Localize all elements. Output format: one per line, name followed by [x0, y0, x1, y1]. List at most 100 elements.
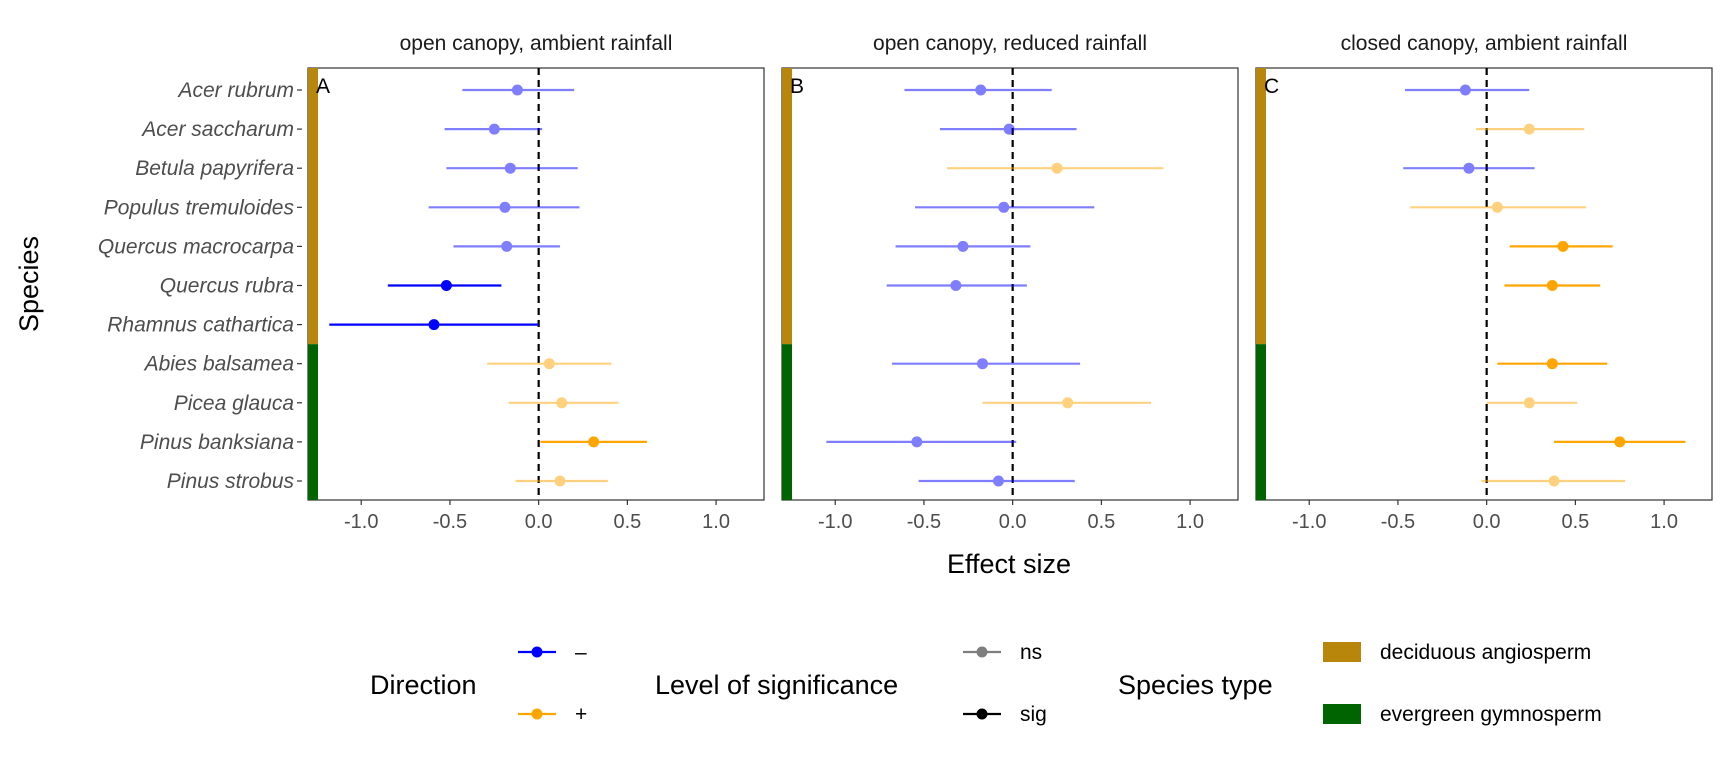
legend-key-swatch	[1323, 704, 1361, 724]
estimate-point	[499, 201, 511, 213]
estimate-point	[1546, 280, 1558, 291]
panel-letter: A	[316, 75, 330, 98]
effect-estimate	[1403, 162, 1535, 174]
effect-estimate	[444, 123, 543, 135]
y-axis-title: Species	[14, 236, 44, 332]
estimate-point	[1548, 475, 1560, 487]
panel-letter: B	[790, 75, 804, 98]
estimate-point	[588, 436, 600, 448]
x-tick-label: 0.5	[613, 511, 641, 533]
estimate-point	[976, 358, 988, 370]
x-tick-label: 0.5	[1561, 511, 1589, 533]
effect-estimate	[462, 84, 575, 96]
effect-estimate	[329, 319, 539, 331]
species-label-populus-tremuloides: Populus tremuloides	[104, 196, 295, 219]
legend-label: ns	[1020, 641, 1042, 664]
legend-key-point	[531, 646, 543, 658]
x-tick-label: 1.0	[702, 511, 730, 533]
effect-estimate	[515, 475, 608, 487]
species-label-rhamnus-cathartica: Rhamnus cathartica	[107, 314, 294, 337]
effect-estimate	[826, 436, 1017, 448]
legend-group-direction: Direction – +	[370, 641, 587, 726]
estimate-point	[950, 280, 962, 291]
estimate-point	[1491, 201, 1503, 213]
estimate-point	[428, 319, 440, 331]
estimate-point	[1051, 162, 1063, 174]
facet-title: open canopy, reduced rainfall	[873, 32, 1147, 55]
species-type-strip-evergreen	[308, 344, 318, 500]
legend-label: evergreen gymnosperm	[1380, 703, 1602, 726]
facet-title: closed canopy, ambient rainfall	[1341, 32, 1628, 55]
x-tick-label: 0.5	[1087, 511, 1115, 533]
x-tick-label: -0.5	[1381, 511, 1415, 533]
species-label-pinus-banksiana: Pinus banksiana	[140, 431, 294, 454]
estimate-point	[504, 162, 516, 174]
effect-estimate	[904, 84, 1052, 96]
legend-key-point	[531, 708, 543, 720]
estimate-point	[488, 123, 500, 135]
species-label-abies-balsamea: Abies balsamea	[143, 353, 294, 376]
estimate-point	[1003, 123, 1015, 135]
species-type-strip-deciduous	[782, 68, 792, 345]
effect-estimate	[892, 358, 1081, 370]
effect-estimate	[487, 358, 612, 370]
estimate-point	[511, 84, 523, 96]
facet-title: open canopy, ambient rainfall	[400, 32, 673, 55]
legend-key	[963, 646, 1001, 658]
effect-estimate	[947, 162, 1164, 174]
species-axis-labels: Acer rubrum Acer saccharum Betula papyrife…	[98, 79, 302, 493]
estimate-point	[440, 280, 452, 291]
legend-key-point	[976, 646, 988, 658]
panel-b: open canopy, reduced rainfall B -1.0 -0.5 0.…	[781, 32, 1239, 533]
effect-estimate	[895, 240, 1031, 252]
estimate-point	[501, 240, 513, 252]
legend-title: Species type	[1118, 670, 1273, 700]
x-tick-label: -0.5	[433, 511, 467, 533]
effect-estimate	[1554, 436, 1686, 448]
species-type-strip-deciduous	[1256, 68, 1266, 345]
estimate-point	[1523, 123, 1535, 135]
legend: Direction – + Level of significance ns sig Spe…	[370, 641, 1602, 726]
legend-key	[963, 708, 1001, 720]
effect-estimate	[428, 201, 580, 213]
estimate-point	[1062, 397, 1074, 409]
x-tick-label: 0.0	[999, 511, 1027, 533]
estimate-point	[1546, 358, 1558, 370]
legend-label: –	[575, 641, 587, 664]
legend-title: Level of significance	[655, 670, 898, 700]
effect-estimate	[982, 397, 1152, 409]
x-tick-label: 0.0	[525, 511, 553, 533]
panel-c: closed canopy, ambient rainfall C -1.0 -0.5…	[1255, 32, 1713, 533]
x-tick-label: 1.0	[1650, 511, 1678, 533]
species-label-quercus-macrocarpa: Quercus macrocarpa	[98, 235, 294, 258]
species-type-strip-deciduous	[308, 68, 318, 345]
estimate-point	[957, 240, 969, 252]
legend-label: sig	[1020, 703, 1047, 726]
estimate-point	[543, 358, 555, 370]
effect-estimate	[1405, 84, 1530, 96]
effect-estimate	[915, 201, 1095, 213]
effect-estimate	[886, 280, 1027, 291]
species-label-picea-glauca: Picea glauca	[174, 392, 294, 415]
legend-label: deciduous angiosperm	[1380, 641, 1591, 664]
estimate-point	[1459, 84, 1471, 96]
estimate-point	[1614, 436, 1626, 448]
species-label-acer-rubrum: Acer rubrum	[176, 79, 294, 102]
legend-group-species-type: Species type deciduous angiosperm evergree…	[1118, 641, 1602, 726]
species-label-betula-papyrifera: Betula papyrifera	[135, 157, 294, 180]
effect-estimate	[453, 240, 560, 252]
effect-estimate	[939, 123, 1077, 135]
species-label-acer-saccharum: Acer saccharum	[140, 118, 294, 141]
legend-key-swatch	[1323, 642, 1361, 662]
panel-border	[781, 67, 1239, 501]
effect-estimate	[1476, 123, 1585, 135]
panel-a: open canopy, ambient rainfall A -1.0 -0.5 0.…	[307, 32, 765, 533]
estimate-point	[1557, 240, 1569, 252]
panel-border	[307, 67, 765, 501]
effect-estimate	[918, 475, 1075, 487]
panel-letter: C	[1264, 75, 1279, 98]
estimate-point	[911, 436, 923, 448]
species-type-strip-evergreen	[1256, 344, 1266, 500]
estimate-point	[554, 475, 566, 487]
species-label-quercus-rubra: Quercus rubra	[160, 275, 294, 298]
